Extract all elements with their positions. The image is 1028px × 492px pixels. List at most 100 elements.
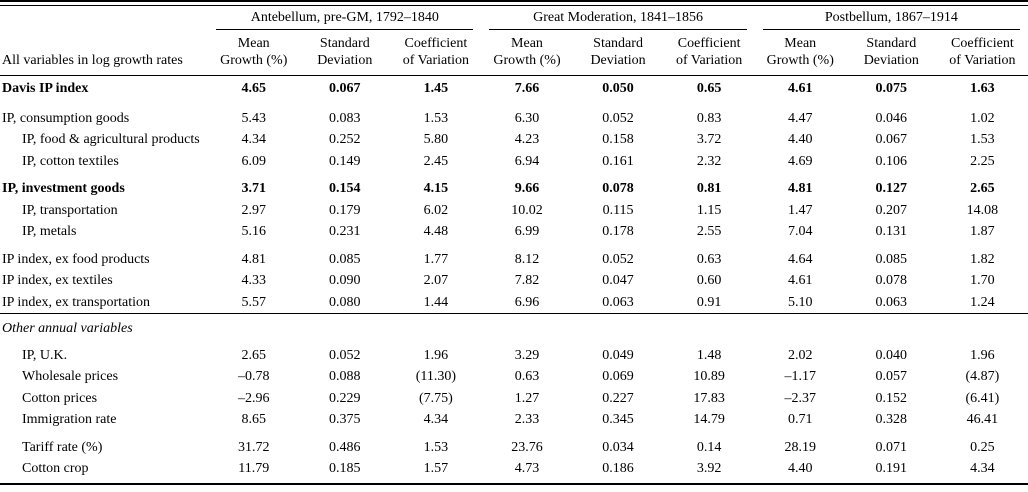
cell-value: (4.87)	[965, 369, 1000, 384]
col-header-line: Coefficient	[951, 36, 1014, 51]
cell-value: 4.81	[787, 181, 813, 196]
cell-value: 0.085	[875, 251, 908, 267]
cell-value: 2.02	[787, 347, 813, 363]
row-label: IP, metals	[22, 224, 77, 239]
cell-value: 1.24	[970, 294, 995, 310]
section-header-row: Other annual variables	[0, 313, 1028, 339]
row-label: IP, transportation	[22, 202, 118, 218]
cell-value: 0.207	[875, 202, 908, 218]
cell-value: 7.66	[514, 81, 540, 96]
cell-value: 0.486	[329, 439, 361, 455]
cell-value: 5.10	[787, 294, 813, 310]
cell-value: 1.27	[514, 390, 540, 406]
cell-value: 6.99	[514, 224, 540, 239]
cell-value: 28.19	[784, 439, 816, 455]
cell-value: 0.227	[602, 390, 634, 406]
cell-value: 0.158	[602, 132, 634, 147]
cell-value: 0.131	[875, 224, 908, 239]
summary-statistics-table: Antebellum, pre-GM, 1792–1840 Great Mode…	[0, 6, 1028, 485]
table-row: Tariff rate (%) 31.72 0.486 1.53 23.76 0.034 0…	[0, 431, 1028, 459]
cell-value: 8.65	[241, 412, 266, 427]
cell-value: 0.080	[329, 294, 361, 310]
cell-value: 23.76	[511, 439, 543, 455]
cell-value: 4.15	[423, 181, 449, 196]
cell-value: 8.12	[514, 251, 540, 267]
row-label: IP, U.K.	[22, 347, 68, 363]
col-header-coef-var-1: Coefficient of Variation	[390, 30, 482, 76]
cell-value: –0.78	[237, 369, 270, 384]
row-label: IP index, ex transportation	[2, 294, 151, 310]
stub-header: All variables in log growth rates	[0, 30, 209, 76]
cell-value: –2.96	[237, 390, 270, 406]
row-label: IP index, ex food products	[2, 251, 150, 267]
cell-value: 0.046	[875, 110, 908, 126]
cell-value: 3.72	[696, 132, 722, 147]
cell-value: 0.345	[602, 412, 634, 427]
cell-value: 7.82	[514, 273, 540, 288]
cell-value: 2.65	[970, 181, 995, 196]
col-header-line: Deviation	[317, 53, 373, 68]
cell-value: 0.052	[329, 347, 361, 363]
row-label: IP, consumption goods	[2, 110, 130, 126]
table-row: Davis IP index 4.65 0.067 1.45 7.66 0.050 0.65…	[0, 76, 1028, 102]
cell-value: 0.050	[602, 81, 634, 96]
group-header-antebellum-label: Antebellum, pre-GM, 1792–1840	[216, 6, 474, 30]
row-label: Davis IP index	[2, 81, 89, 96]
cell-value: 0.91	[696, 294, 722, 310]
col-header-coef-var-3: Coefficient of Variation	[936, 30, 1028, 76]
cell-value: 0.067	[875, 132, 908, 147]
cell-value: 0.088	[329, 369, 361, 384]
row-label: Other annual variables	[0, 313, 209, 339]
cell-value: 5.43	[241, 110, 266, 126]
col-header-mean-growth-3: Mean Growth (%)	[754, 30, 846, 76]
cell-value: 6.94	[514, 153, 540, 169]
cell-value: 0.229	[329, 390, 361, 406]
cell-value: 6.96	[514, 294, 540, 310]
col-header-line: Deviation	[863, 53, 919, 68]
cell-value: 1.45	[423, 81, 449, 96]
cell-value: 2.45	[423, 153, 449, 169]
col-header-line: Growth (%)	[493, 53, 561, 68]
col-header-std-dev-1: Standard Deviation	[299, 30, 391, 76]
cell-value: 2.07	[423, 273, 449, 288]
table-row: IP, investment goods 3.71 0.154 4.15 9.66 0.0…	[0, 172, 1028, 200]
cell-value: 1.82	[970, 251, 995, 267]
cell-value: 0.186	[602, 461, 634, 476]
cell-value: 4.61	[787, 273, 813, 288]
cell-value: 31.72	[237, 439, 270, 455]
cell-value: 7.04	[787, 224, 813, 239]
cell-value: 0.069	[602, 369, 634, 384]
cell-value: 0.63	[696, 251, 722, 267]
cell-value: 0.154	[329, 181, 361, 196]
cell-value: 4.23	[514, 132, 540, 147]
cell-value: 0.052	[602, 110, 634, 126]
cell-value: 5.57	[241, 294, 266, 310]
row-label: IP, food & agricultural products	[22, 132, 200, 147]
cell-value: 4.40	[787, 132, 813, 147]
cell-value: 1.70	[970, 273, 995, 288]
group-header-antebellum: Antebellum, pre-GM, 1792–1840	[208, 6, 481, 30]
cell-value: 0.052	[602, 251, 634, 267]
col-header-line: Growth (%)	[220, 53, 288, 68]
cell-value: 0.106	[875, 153, 908, 169]
table-header: Antebellum, pre-GM, 1792–1840 Great Mode…	[0, 6, 1028, 76]
row-label: Cotton prices	[22, 390, 98, 406]
cell-value: 1.63	[970, 81, 995, 96]
cell-value: 0.078	[875, 273, 908, 288]
cell-value: 0.161	[602, 153, 634, 169]
group-header-great-moderation-label: Great Moderation, 1841–1856	[489, 6, 747, 30]
table-row: IP, cotton textiles 6.09 0.149 2.45 6.94 0.16…	[0, 151, 1028, 173]
col-header-line: of Variation	[402, 53, 469, 68]
row-label: Wholesale prices	[22, 369, 119, 384]
cell-value: 4.69	[787, 153, 813, 169]
row-label: Cotton crop	[22, 461, 89, 476]
cell-value: 0.071	[875, 439, 908, 455]
cell-value: 2.65	[241, 347, 266, 363]
cell-value: 0.152	[875, 390, 908, 406]
cell-value: 17.83	[693, 390, 725, 406]
table-row: IP, metals 5.16 0.231 4.48 6.99 0.178 2.55 7.04…	[0, 221, 1028, 243]
col-header-line: Deviation	[590, 53, 646, 68]
cell-value: 0.034	[602, 439, 634, 455]
table-body: Davis IP index 4.65 0.067 1.45 7.66 0.050 0.65…	[0, 76, 1028, 484]
cell-value: 1.48	[696, 347, 722, 363]
